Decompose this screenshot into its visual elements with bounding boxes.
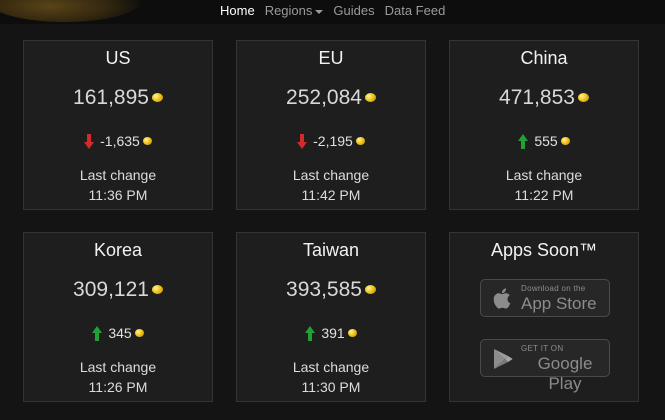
app-store-small-text: Download on the [521, 284, 586, 293]
gold-coin-icon [355, 137, 365, 146]
caret-down-icon [315, 9, 324, 14]
region-card-china[interactable]: China 471,853 555 Last change 11:22 PM [449, 40, 639, 210]
token-price-value: 471,853 [499, 86, 575, 109]
google-play-big-text: Google Play [537, 354, 593, 393]
price-change-value: -1,635 [100, 133, 140, 149]
token-price: 252,084 [237, 86, 425, 110]
gold-coin-icon [364, 284, 376, 294]
last-change-time: 11:22 PM [514, 187, 574, 203]
site-logo[interactable] [0, 0, 140, 22]
price-change-value: 391 [321, 325, 345, 341]
google-play-icon [494, 349, 513, 369]
token-price: 471,853 [450, 86, 638, 110]
price-change-value: -2,195 [313, 133, 353, 149]
region-card-korea[interactable]: Korea 309,121 345 Last change 11:26 PM [23, 232, 213, 402]
top-navbar: Home Regions Guides Data Feed [0, 0, 665, 24]
last-change-time: 11:30 PM [301, 379, 361, 395]
last-change-info: Last change 11:30 PM [237, 357, 425, 397]
region-title: EU [318, 48, 344, 68]
token-price-value: 161,895 [73, 86, 149, 109]
price-change-value: 555 [534, 133, 558, 149]
price-change: -2,195 [237, 133, 425, 150]
google-play-badge[interactable]: GET IT ON Google Play [480, 339, 610, 393]
gold-coin-icon [142, 137, 152, 146]
up-arrow-icon [305, 325, 316, 341]
up-arrow-icon [92, 325, 103, 341]
gold-coin-icon [134, 329, 144, 338]
last-change-label: Last change [505, 167, 583, 183]
down-arrow-icon [84, 133, 95, 149]
last-change-label: Last change [292, 167, 370, 183]
apps-title: Apps Soon™ [490, 240, 598, 260]
google-play-small-text: GET IT ON [521, 344, 564, 353]
last-change-info: Last change 11:26 PM [24, 357, 212, 397]
price-change: -1,635 [24, 133, 212, 150]
region-card-eu[interactable]: EU 252,084 -2,195 Last change 11:42 PM [236, 40, 426, 210]
gold-coin-icon [364, 92, 376, 102]
gold-coin-icon [560, 137, 570, 146]
last-change-info: Last change 11:42 PM [237, 165, 425, 205]
last-change-info: Last change 11:22 PM [450, 165, 638, 205]
token-price-value: 309,121 [73, 278, 149, 301]
gold-coin-icon [577, 92, 589, 102]
last-change-info: Last change 11:36 PM [24, 165, 212, 205]
region-title: Taiwan [302, 240, 360, 260]
app-store-badge[interactable]: Download on the App Store [480, 279, 610, 317]
nav-regions-label: Regions [264, 3, 313, 18]
token-price-value: 252,084 [286, 86, 362, 109]
token-price: 393,585 [237, 278, 425, 302]
region-card-us[interactable]: US 161,895 -1,635 Last change 11:36 PM [23, 40, 213, 210]
nav-regions-dropdown[interactable]: Regions [265, 3, 324, 18]
region-title: Korea [93, 240, 143, 260]
last-change-time: 11:26 PM [88, 379, 148, 395]
apps-card: Apps Soon™ Download on the App Store GET… [449, 232, 639, 402]
nav-data-feed-link[interactable]: Data Feed [384, 3, 446, 18]
nav-home-link[interactable]: Home [220, 3, 255, 18]
app-store-big-text: App Store [521, 294, 597, 313]
price-change: 345 [24, 325, 212, 342]
last-change-label: Last change [79, 167, 157, 183]
price-change: 391 [237, 325, 425, 342]
last-change-time: 11:42 PM [301, 187, 361, 203]
gold-coin-icon [151, 284, 163, 294]
price-change: 555 [450, 133, 638, 150]
price-change-value: 345 [108, 325, 132, 341]
last-change-label: Last change [292, 359, 370, 375]
token-price: 309,121 [24, 278, 212, 302]
last-change-time: 11:36 PM [88, 187, 148, 203]
down-arrow-icon [297, 133, 308, 149]
up-arrow-icon [518, 133, 529, 149]
last-change-label: Last change [79, 359, 157, 375]
token-price: 161,895 [24, 86, 212, 110]
nav-guides-link[interactable]: Guides [333, 3, 375, 18]
token-price-value: 393,585 [286, 278, 362, 301]
gold-coin-icon [347, 329, 357, 338]
main-nav: Home Regions Guides Data Feed [220, 3, 455, 18]
region-title: China [520, 48, 568, 68]
gold-coin-icon [151, 92, 163, 102]
apple-icon [493, 288, 511, 309]
region-title: US [105, 48, 131, 68]
region-card-taiwan[interactable]: Taiwan 393,585 391 Last change 11:30 PM [236, 232, 426, 402]
